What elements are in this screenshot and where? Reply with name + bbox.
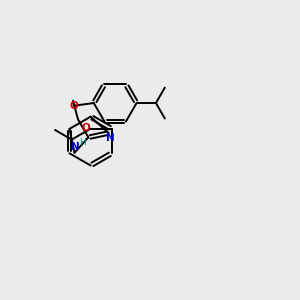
- Text: N: N: [71, 142, 80, 152]
- Text: N: N: [106, 134, 115, 143]
- Text: O: O: [82, 123, 91, 133]
- Text: H: H: [80, 138, 86, 147]
- Text: O: O: [69, 101, 78, 111]
